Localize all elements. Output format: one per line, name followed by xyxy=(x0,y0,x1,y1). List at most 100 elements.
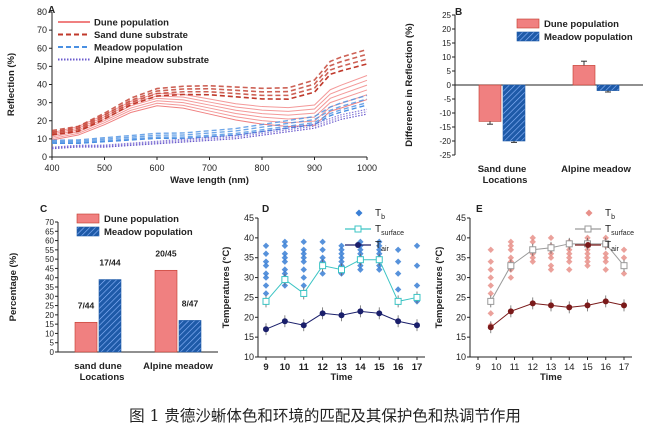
y-tick-label: 10 xyxy=(37,134,47,144)
tb-point xyxy=(487,274,494,281)
x-tick-label: 600 xyxy=(149,163,164,173)
tb-point xyxy=(300,274,307,281)
x-tick-label: 11 xyxy=(510,362,520,373)
tb-point xyxy=(319,270,326,277)
y-tick-label: 25 xyxy=(456,292,466,302)
y-tick-label: 60 xyxy=(37,43,47,53)
tb-point xyxy=(376,242,383,249)
tsurface-point xyxy=(300,289,308,297)
legend-label: Dune population xyxy=(94,18,169,29)
tair-point xyxy=(602,298,609,305)
tb-point xyxy=(262,258,270,265)
y-tick-label: 40 xyxy=(45,274,54,283)
tair-point xyxy=(300,322,307,329)
series-line xyxy=(51,53,368,133)
legend-tsurface-label: Tsurface xyxy=(375,224,404,237)
series-line xyxy=(51,94,368,140)
tb-point xyxy=(300,250,307,257)
y-tick-label: 15 xyxy=(442,39,451,48)
tsurface-point xyxy=(319,262,327,270)
y-tick-label: 20 xyxy=(456,312,466,322)
tsurface-point xyxy=(620,262,628,270)
tb-point xyxy=(300,238,307,246)
tair-point xyxy=(621,302,627,309)
tsurface-point xyxy=(413,293,421,301)
tb-point xyxy=(507,254,515,261)
y-tick-label: 35 xyxy=(456,253,466,263)
bar xyxy=(596,84,620,91)
tb-point xyxy=(547,266,555,273)
y-tick-label: 30 xyxy=(456,273,466,283)
tb-point xyxy=(281,242,289,249)
tb-point xyxy=(319,254,326,261)
y-tick-label: 40 xyxy=(37,80,47,90)
tb-point xyxy=(338,250,345,257)
tb-point xyxy=(394,258,402,265)
tb-point xyxy=(547,234,555,242)
tair-point xyxy=(566,304,573,311)
tair-line xyxy=(490,300,625,328)
y-tick-label: 25 xyxy=(244,292,254,302)
bar-data-label: 7/44 xyxy=(78,300,95,310)
legend-label: Meadow population xyxy=(544,32,633,43)
tb-point xyxy=(413,282,421,289)
y-tick-label: 55 xyxy=(45,246,54,255)
y-tick-label: 20 xyxy=(45,311,54,320)
tb-point xyxy=(602,254,609,261)
y-tick-label: -10 xyxy=(439,109,451,118)
x-tick-label: 17 xyxy=(412,362,423,373)
legend-swatch xyxy=(585,209,593,217)
tair-point xyxy=(263,326,269,333)
panel-letter-e: E xyxy=(476,204,483,215)
panel-letter-d: D xyxy=(262,204,269,215)
category-label: sand dune xyxy=(74,361,122,372)
series-line xyxy=(51,113,368,150)
tb-point xyxy=(507,238,515,246)
y-tick-label: -25 xyxy=(439,151,451,160)
tair-point xyxy=(487,324,494,331)
x-tick-label: 900 xyxy=(307,163,322,173)
y-tick-label: 45 xyxy=(456,213,466,223)
x-tick-label: 17 xyxy=(619,362,630,373)
legend-swatch xyxy=(355,209,363,217)
bar xyxy=(478,84,502,122)
tb-point xyxy=(357,262,364,269)
tair-point xyxy=(414,322,420,329)
tb-point xyxy=(566,250,573,257)
tb-point xyxy=(281,250,289,257)
tb-point xyxy=(529,238,536,246)
y-axis-title: Percentage (%) xyxy=(8,253,19,322)
x-tick-label: 15 xyxy=(374,362,385,373)
y-tick-label: 25 xyxy=(442,11,451,20)
tb-point xyxy=(487,258,494,265)
tsurface-point xyxy=(487,297,495,305)
x-tick-label: 400 xyxy=(44,163,59,173)
x-tick-label: 13 xyxy=(336,362,347,373)
tb-point xyxy=(262,242,270,249)
bar-data-label: 8/47 xyxy=(182,298,199,308)
tsurface-point xyxy=(602,240,610,248)
tb-point xyxy=(566,266,573,273)
x-tick-label: 10 xyxy=(280,362,291,373)
tb-point xyxy=(338,246,345,253)
tb-point xyxy=(338,258,345,265)
series-line xyxy=(51,63,368,136)
x-tick-label: 9 xyxy=(263,362,268,373)
tb-point xyxy=(394,286,402,293)
tb-point xyxy=(507,246,515,253)
x-tick-label: 16 xyxy=(393,362,404,373)
tb-point xyxy=(620,254,628,261)
tb-point xyxy=(529,234,536,242)
tb-point xyxy=(602,258,609,265)
legend-swatch xyxy=(516,18,540,29)
tb-point xyxy=(487,310,494,317)
legend-label: Alpine meadow substrate xyxy=(94,55,209,66)
x-tick-label: 13 xyxy=(546,362,557,373)
tb-point xyxy=(413,242,421,249)
x-tick-label: 14 xyxy=(564,362,575,373)
tair-point xyxy=(357,308,364,315)
y-tick-label: 15 xyxy=(45,320,54,329)
panel-d: D 10 15 20 25 30 35 40 45 9 10 11 12 13 14 15 16 17 Time Te… xyxy=(221,204,425,383)
x-tick-label: 1000 xyxy=(357,163,377,173)
y-tick-label: 70 xyxy=(37,25,47,35)
